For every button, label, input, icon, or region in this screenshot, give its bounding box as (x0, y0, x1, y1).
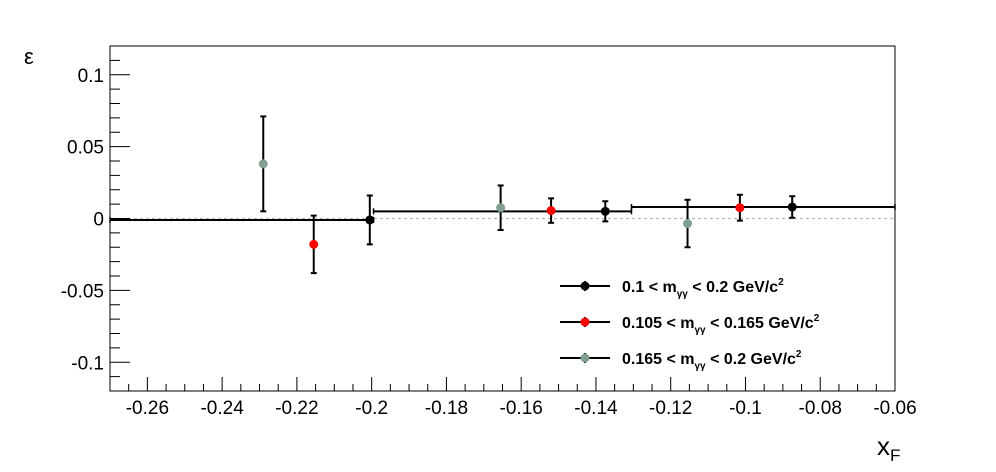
x-tick-label: -0.24 (200, 398, 244, 419)
plot-frame (109, 45, 896, 392)
data-point (683, 219, 693, 229)
x-tick-label: -0.06 (873, 398, 916, 419)
data-point (600, 206, 610, 216)
x-tick-label: -0.14 (574, 398, 618, 419)
data-point (546, 206, 556, 216)
frame-layer (109, 45, 896, 392)
series-2 (258, 115, 693, 249)
x-axis-title: xF (877, 431, 900, 465)
data-point (365, 215, 375, 225)
y-tick-label: -0.1 (71, 353, 104, 374)
x-tick-label: -0.2 (355, 398, 388, 419)
y-tick-label: 0.05 (67, 138, 104, 159)
legend-label: 0.165 < mγγ < 0.2 GeV/c2 (622, 349, 802, 372)
x-tick-label: -0.08 (799, 398, 842, 419)
axes-layer: -0.26 -0.24 -0.22 -0.2 -0.18 -0.16 -0.14 -0.12 -… (61, 45, 917, 419)
x-tick-label: -0.18 (425, 398, 468, 419)
x-tick-label: -0.22 (275, 398, 318, 419)
legend-marker (580, 281, 590, 291)
legend-marker (580, 353, 590, 363)
data-point (735, 203, 745, 213)
legend-marker (580, 317, 590, 327)
series-0 (109, 194, 896, 246)
y-axis-title: ε (24, 44, 34, 69)
legend-label: 0.1 < mγγ < 0.2 GeV/c2 (622, 277, 784, 300)
x-tick-label: -0.1 (729, 398, 762, 419)
y-tick-label: 0.1 (78, 66, 104, 87)
x-tick-label: -0.16 (500, 398, 543, 419)
y-tick-label: 0 (93, 210, 104, 231)
data-point (787, 202, 797, 212)
data-point (496, 203, 506, 213)
legend: 0.1 < mγγ < 0.2 GeV/c2 0.105 < mγγ < 0.16… (560, 277, 820, 372)
x-tick-label: -0.12 (649, 398, 692, 419)
y-tick-label: -0.05 (61, 281, 104, 302)
data-point (258, 159, 268, 169)
data-point (309, 239, 319, 249)
data-layer (109, 115, 896, 275)
legend-label: 0.105 < mγγ < 0.165 GeV/c2 (622, 313, 820, 336)
x-tick-label: -0.26 (126, 398, 169, 419)
series-1 (309, 193, 745, 275)
